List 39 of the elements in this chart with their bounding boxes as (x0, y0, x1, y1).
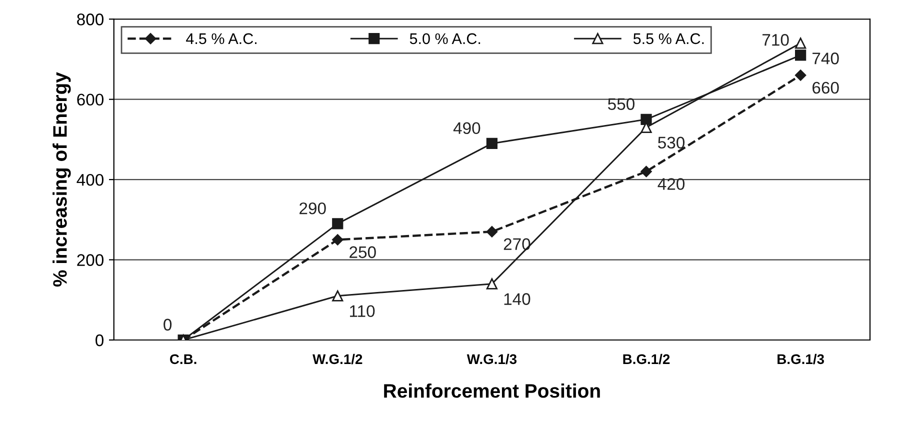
x-tick-label: W.G.1/2 (312, 354, 362, 364)
y-tick-label: 200 (77, 254, 104, 266)
point (795, 50, 806, 61)
y-axis-title: % increasing of Energy (52, 72, 71, 287)
y-tick-label: 800 (77, 14, 104, 26)
point (486, 226, 498, 238)
legend-label: 5.0 % A.C. (410, 33, 480, 44)
data-label: 140 (504, 293, 530, 305)
y-tick-label: 0 (96, 334, 104, 346)
point (640, 166, 652, 178)
data-label: 290 (300, 202, 326, 214)
x-tick-label: W.G.1/3 (466, 354, 517, 364)
x-tick-label: B.G.1/3 (778, 354, 824, 364)
point (332, 218, 344, 230)
x-tick-label: B.G.1/2 (623, 354, 670, 364)
point (332, 290, 344, 302)
data-label: 740 (812, 52, 839, 64)
data-label: 660 (812, 82, 839, 94)
point (794, 70, 806, 81)
data-label: 530 (658, 136, 685, 149)
legend-label: 4.5 % A.C. (186, 33, 256, 44)
legend-label: 5.5 % A.C. (633, 33, 704, 44)
data-label: 0 (164, 318, 172, 331)
x-tick-label: C.B. (170, 354, 196, 364)
point (486, 278, 498, 290)
data-label: 710 (762, 34, 789, 46)
data-label: 550 (608, 98, 634, 110)
x-axis-title: Reinforcement Position (384, 384, 600, 398)
data-label: 110 (350, 305, 375, 318)
y-tick-label: 400 (76, 174, 104, 186)
point (486, 138, 498, 150)
data-label: 490 (453, 122, 480, 134)
point (795, 38, 806, 49)
point (332, 234, 344, 246)
point (640, 114, 652, 125)
data-label: 250 (350, 246, 376, 258)
data-label: 420 (658, 178, 685, 190)
y-tick-label: 600 (77, 94, 104, 106)
data-label: 270 (504, 238, 530, 250)
